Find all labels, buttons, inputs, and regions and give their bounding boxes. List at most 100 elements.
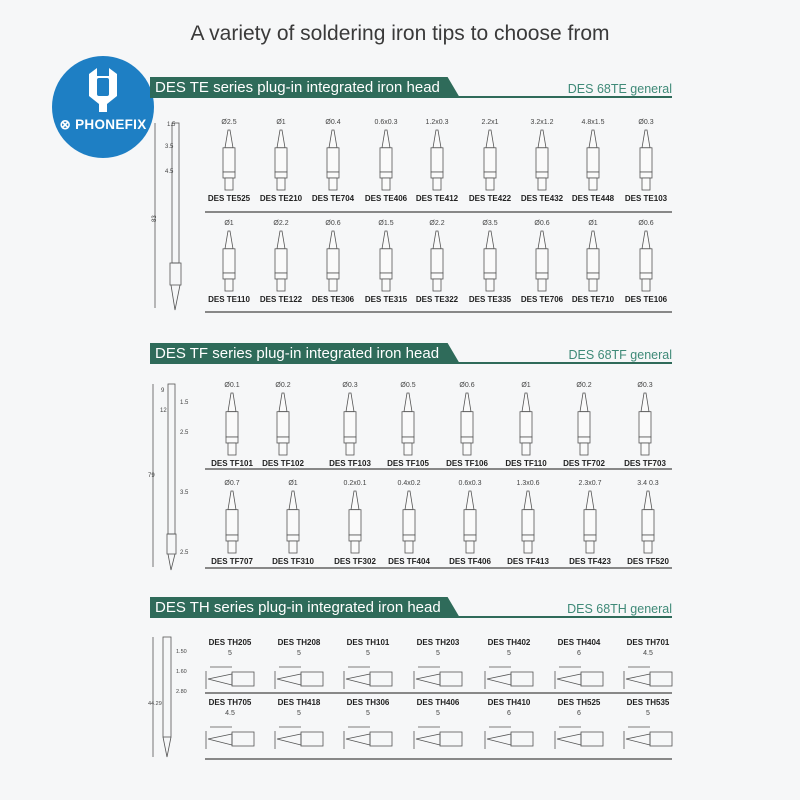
tip-item: DES TH205 5 [202,638,258,693]
tip-item: Ø2.2 DES TE122 [253,220,309,304]
tip-item: Ø1 DES TF110 [498,382,554,468]
tip-dimension: Ø0.3 [637,382,653,389]
tip-drawing [343,392,357,456]
tip-item: Ø0.6 DES TF106 [439,382,495,468]
tip-item: Ø0.6 DES TE106 [618,220,674,304]
tip-item: 4.8x1.5 DES TE448 [565,119,621,203]
tip-dimension: 5 [366,650,370,657]
tip-model-name: DES TF310 [272,557,314,566]
tip-model-name: DES TE706 [520,295,564,304]
tip-item: Ø0.6 DES TE706 [514,220,570,304]
tip-dimension: 0.6x0.3 [374,119,398,126]
th-handle-drawing: 1.50 1.60 2.80 44.29 [148,636,187,758]
tip-dimension: Ø0.7 [224,480,240,487]
tip-model-name: DES TH208 [277,638,321,647]
tip-item: Ø0.4 DES TE704 [305,119,361,203]
tip-model-name: DES TF101 [211,459,253,468]
te-series-header: DES TE series plug-in integrated iron he… [150,77,460,98]
tip-dimension: Ø1 [224,220,234,227]
tip-drawing [343,666,393,689]
th-series-header: DES TH series plug-in integrated iron he… [150,597,460,618]
tip-model-name: DES TH203 [416,638,460,647]
tip-drawing [225,392,239,456]
tip-drawing [519,392,533,456]
tip-dimension: Ø0.1 [224,382,240,389]
handle-dim: 1.5 [167,122,176,128]
tip-dimension: 6 [577,710,581,717]
tip-item: Ø0.5 DES TF105 [380,382,436,468]
tip-dimension: 0.6x0.3 [458,480,482,487]
tip-model-name: DES TE704 [311,194,355,203]
tip-dimension: 6 [577,650,581,657]
tip-drawing [274,129,288,191]
tip-drawing [205,726,255,749]
te-handle-drawing: 1.5 3.5 4.5 83 [152,122,182,311]
phonefix-logo: ⊗ PHONEFIX [52,56,154,158]
tip-model-name: DES TH101 [346,638,390,647]
tip-item: 0.6x0.3 DES TE406 [358,119,414,203]
tip-drawing [413,666,463,689]
tip-drawing [326,129,340,191]
tip-item: Ø3.5 DES TE335 [462,220,518,304]
tip-dimension: 1.3x0.6 [516,480,540,487]
tip-model-name: DES TF110 [505,459,547,468]
tip-drawing [583,490,597,554]
tip-drawing [554,666,604,689]
tip-model-name: DES TE406 [364,194,408,203]
tip-dimension: 5 [436,710,440,717]
tip-dimension: Ø0.6 [459,382,475,389]
tip-dimension: Ø1 [276,119,286,126]
tip-drawing [402,490,416,554]
tip-item: DES TH525 6 [551,698,607,753]
tip-model-name: DES TF520 [627,557,669,566]
tip-model-name: DES TE110 [208,295,250,304]
tip-drawing [484,726,534,749]
tip-drawing [586,129,600,191]
tip-drawing [535,230,549,292]
tip-model-name: DES TF105 [387,459,429,468]
tip-drawing [205,666,255,689]
tip-dimension: 0.4x0.2 [397,480,421,487]
tip-item: Ø0.2 DES TF102 [255,382,311,468]
tip-item: DES TH101 5 [340,638,396,693]
handle-dim: 2.5 [180,550,189,556]
tip-model-name: DES TE210 [259,194,303,203]
tip-dimension: Ø3.5 [482,220,498,227]
tip-model-name: DES TH535 [626,698,670,707]
row-divider [205,567,672,569]
handle-dim: 3.5 [180,490,189,496]
tip-dimension: 6 [507,710,511,717]
tip-dimension: Ø0.2 [275,382,291,389]
tip-drawing [379,230,393,292]
tip-model-name: DES TF406 [449,557,491,566]
tip-drawing [274,726,324,749]
tip-item: Ø1 DES TF310 [265,480,321,566]
row-divider [205,758,672,760]
tip-item: Ø0.2 DES TF702 [556,382,612,468]
tf-general-label: DES 68TF general [568,348,672,362]
tip-drawing [326,230,340,292]
tip-model-name: DES TF103 [329,459,371,468]
tip-model-name: DES TE106 [624,295,668,304]
tip-item: Ø2.2 DES TE322 [409,220,465,304]
tip-item: Ø1 DES TE710 [565,220,621,304]
tip-dimension: Ø0.4 [325,119,341,126]
tip-item: DES TH701 4.5 [620,638,676,693]
tip-drawing [483,129,497,191]
tip-drawing [430,129,444,191]
tip-dimension: Ø2.2 [273,220,289,227]
tip-drawing [535,129,549,191]
tip-item: 0.4x0.2 DES TF404 [381,480,437,566]
tip-model-name: DES TH525 [557,698,601,707]
tip-drawing [586,230,600,292]
tip-drawing [484,666,534,689]
tip-dimension: Ø2.5 [221,119,237,126]
tip-item: 3.4 0.3 DES TF520 [620,480,676,566]
tip-model-name: DES TF106 [446,459,488,468]
tip-drawing [638,392,652,456]
tip-item: Ø1 DES TE110 [201,220,257,304]
tip-model-name: DES TF404 [388,557,430,566]
tip-model-name: DES TH306 [346,698,390,707]
tip-item: DES TH402 5 [481,638,537,693]
row-divider [205,468,672,470]
